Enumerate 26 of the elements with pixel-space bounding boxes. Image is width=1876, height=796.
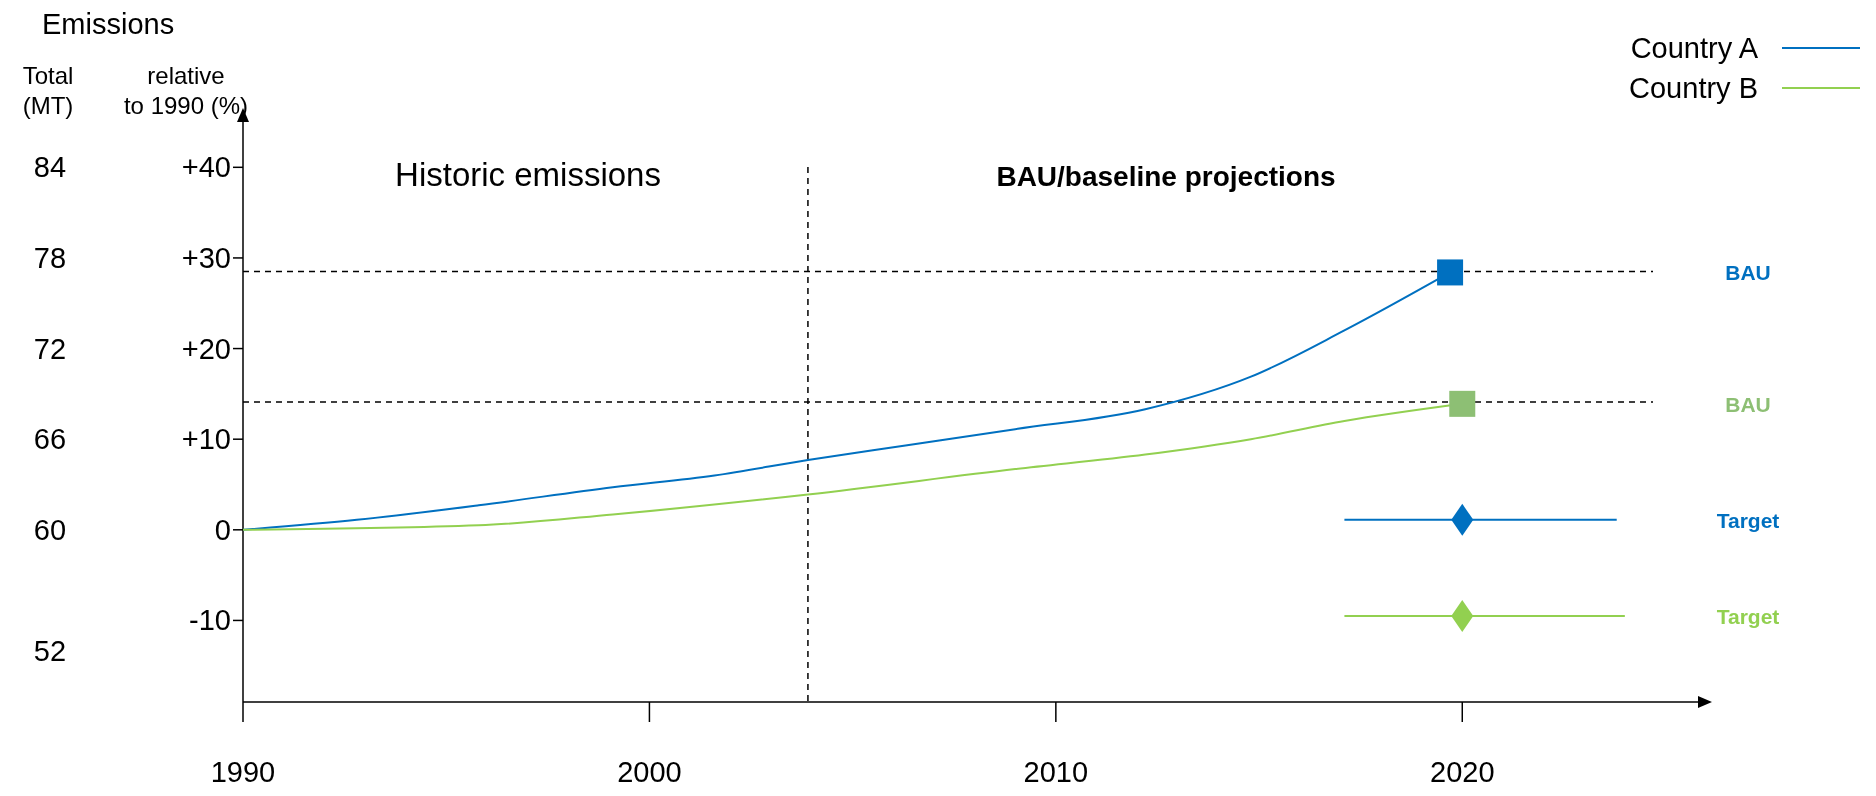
- legend-label: Country A: [1630, 32, 1759, 64]
- annotation: BAU/baseline projections: [996, 161, 1336, 192]
- y2-tick-label: 72: [33, 332, 67, 365]
- x-tick-label: 1990: [210, 756, 276, 788]
- y2-tick-label: 66: [33, 423, 67, 456]
- chart-title: Emissions: [42, 8, 175, 40]
- y-tick-label: +20: [181, 332, 231, 365]
- x-tick-label: 2000: [617, 756, 682, 788]
- text: BAU: [1725, 261, 1771, 285]
- legend-label: Country B: [1629, 72, 1758, 104]
- y2-tick-label: 60: [33, 513, 67, 546]
- y-tick-label: +10: [181, 423, 231, 456]
- y-tick-label: 0: [214, 513, 231, 546]
- y2-tick-label: 84: [33, 151, 67, 184]
- annotation: Historic emissions: [395, 156, 661, 193]
- y2-tick-label: 52: [33, 634, 67, 667]
- x-tick-label: 2020: [1430, 756, 1495, 788]
- y-tick-label: +40: [181, 151, 231, 184]
- x-tick-label: 2010: [1023, 756, 1089, 788]
- text: Target: [1716, 508, 1780, 532]
- text: Target: [1716, 604, 1780, 628]
- text: BAU: [1725, 392, 1771, 416]
- y-tick-label: -10: [189, 604, 231, 637]
- y-tick-label: +30: [181, 241, 231, 274]
- y2-axis-title: Total (MT): [22, 62, 74, 119]
- y2-tick-label: 78: [33, 241, 67, 274]
